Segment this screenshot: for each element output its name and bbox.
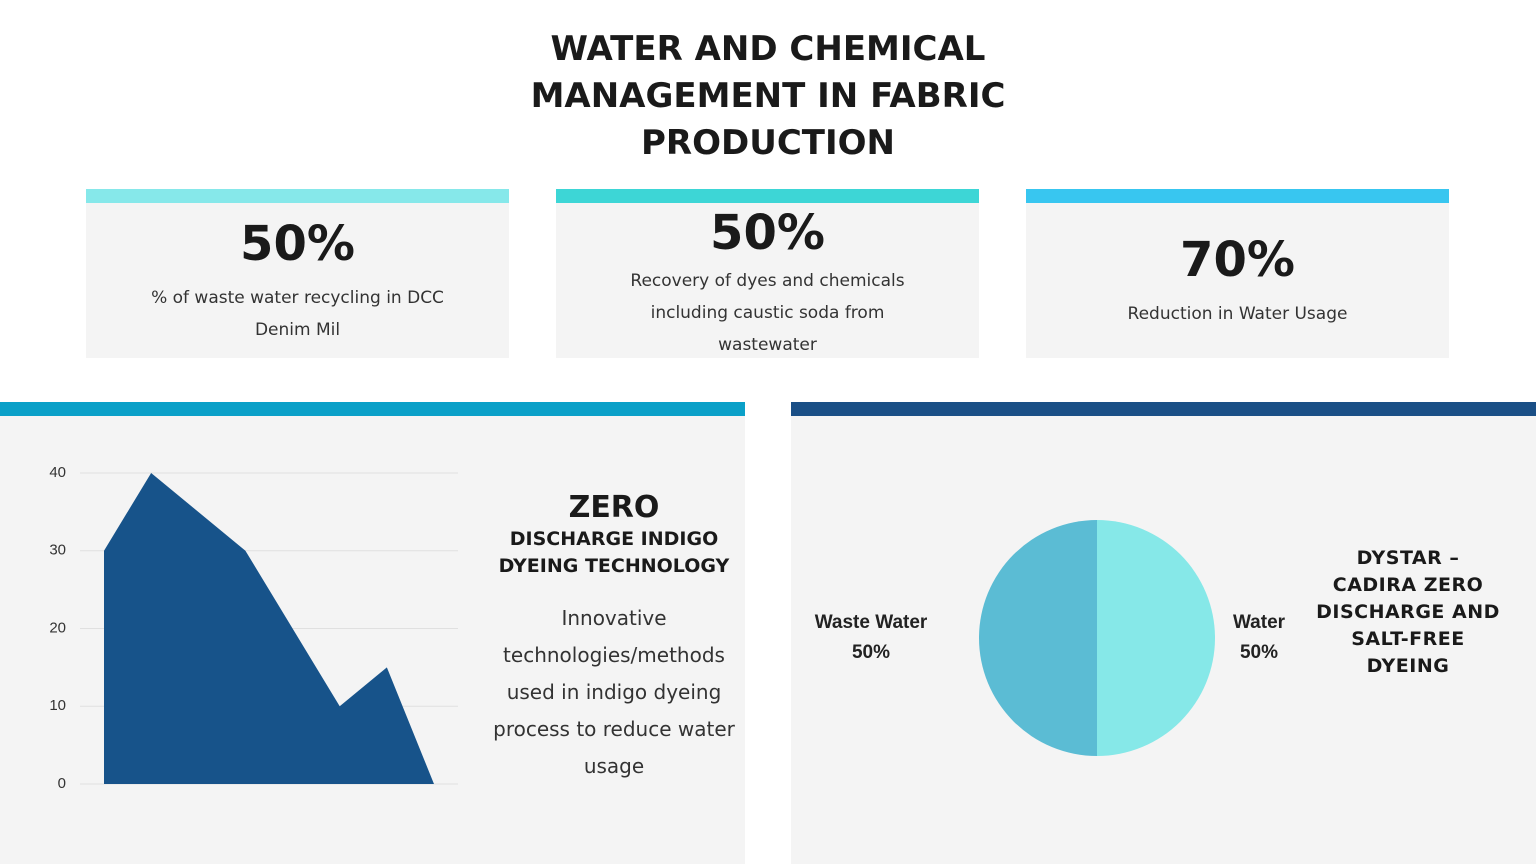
y-tick-label: 30 [49,542,66,559]
card-bar [1026,189,1449,203]
page-title: WATER AND CHEMICAL MANAGEMENT IN FABRIC … [530,29,1006,163]
stat-text: Reduction in Water Usage [1127,303,1348,324]
stat-text: % of waste water recycling in DCC Denim … [151,287,444,340]
stat-card: 70% Reduction in Water Usage [1026,203,1449,358]
pie-slice [1097,520,1215,756]
panel-description: Innovative technologies/methods used in … [493,606,735,778]
panel-title: ZERO [568,490,660,525]
stat-card: 50% Recovery of dyes and chemicals inclu… [556,203,979,358]
pie-value-label: 50% [1240,642,1278,663]
card-bar [86,189,509,203]
stat-value: 50% [240,215,355,272]
pie-value-label: 50% [852,642,890,663]
panel-subtitle: DISCHARGE INDIGO DYEING TECHNOLOGY [498,528,730,577]
pie-slice [979,520,1097,756]
y-tick-label: 10 [49,697,66,714]
y-tick-label: 0 [58,775,66,792]
pie-label: Water [1233,612,1286,633]
y-tick-label: 20 [49,619,66,636]
stat-value: 50% [710,205,825,261]
stat-card: 50% % of waste water recycling in DCC De… [86,203,509,358]
panel-title: DYSTAR – CADIRA ZERO DISCHARGE AND SALT-… [1316,547,1500,677]
stat-text: Recovery of dyes and chemicals including… [630,271,905,355]
panel-bar [791,402,1536,416]
pie-label: Waste Water [815,612,928,633]
area [104,473,434,784]
panel-bar [0,402,745,416]
card-bar [556,189,979,203]
y-tick-label: 40 [49,464,66,481]
panel-text: ZERO DISCHARGE INDIGO DYEING TECHNOLOGY … [484,488,744,785]
stat-value: 70% [1180,231,1295,288]
